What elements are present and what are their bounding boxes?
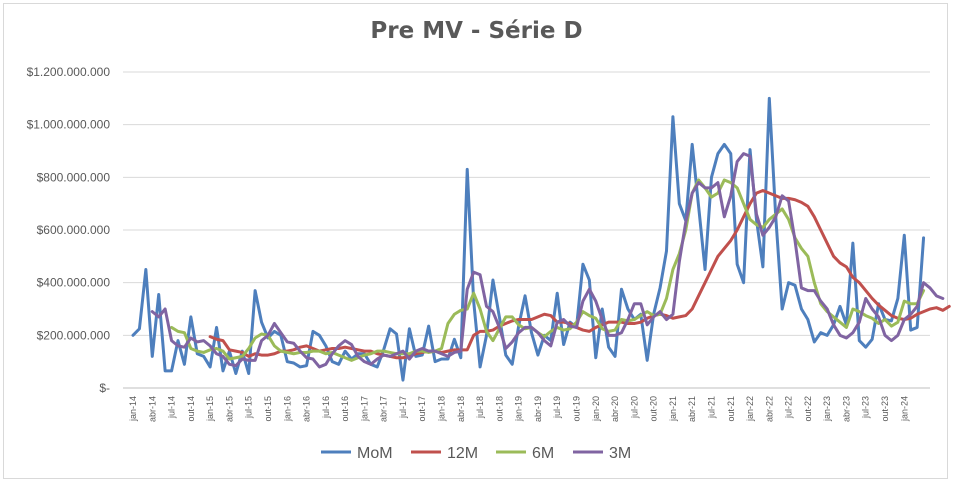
series-line-mom [131, 96, 926, 382]
series-line-6m [170, 178, 926, 362]
x-tick-label: abr-17 [379, 396, 389, 422]
x-tick-label: abr-20 [610, 396, 620, 422]
x-tick-label: jul-19 [552, 396, 562, 419]
x-tick-label: jan-19 [514, 396, 524, 422]
x-tick-label: jul-21 [706, 396, 716, 419]
x-tick-label: out-20 [649, 396, 659, 422]
x-tick-label: jan-23 [822, 396, 832, 422]
legend-label: 12M [447, 445, 478, 462]
x-tick-label: abr-14 [147, 396, 157, 422]
x-tick-label: jan-17 [359, 396, 369, 422]
legend-label: 6M [532, 445, 554, 462]
x-tick-label: out-21 [726, 396, 736, 422]
series-line-12m [208, 189, 951, 360]
x-tick-label: jul-23 [861, 396, 871, 419]
x-axis-ticks: jan-14 abr-14 jul-14 out-14 jan-15 abr-15 jul-… [128, 396, 909, 422]
x-tick-label: abr-15 [224, 396, 234, 422]
series-line-3m [150, 152, 945, 369]
legend-label: 3M [609, 445, 631, 462]
y-tick-label: $600.000.000 [37, 223, 111, 237]
x-tick-label: jan-16 [282, 396, 292, 422]
legend: MoM 12M 6M 3M [321, 445, 631, 462]
legend-item-12m: 12M [411, 445, 478, 462]
y-tick-label: $1.000.000.000 [27, 118, 111, 132]
x-tick-label: abr-16 [302, 396, 312, 422]
legend-label: MoM [357, 445, 393, 462]
y-tick-label: $400.000.000 [37, 276, 111, 290]
x-tick-label: jan-14 [128, 396, 138, 422]
x-tick-label: abr-21 [687, 396, 697, 422]
y-tick-label: $800.000.000 [37, 170, 111, 184]
chart-title: Pre MV - Série D [370, 18, 583, 44]
y-tick-label: $200.000.000 [37, 328, 111, 342]
x-tick-label: out-23 [880, 396, 890, 422]
x-tick-label: abr-18 [456, 396, 466, 422]
series-lines [131, 96, 951, 382]
x-tick-label: abr-23 [841, 396, 851, 422]
x-tick-label: jan-21 [668, 396, 678, 422]
x-tick-label: out-22 [803, 396, 813, 422]
x-tick-label: abr-19 [533, 396, 543, 422]
x-tick-label: out-14 [186, 396, 196, 422]
x-tick-label: out-18 [494, 396, 504, 422]
chart-frame [3, 3, 948, 479]
x-tick-label: out-19 [571, 396, 581, 422]
x-tick-label: jul-20 [629, 396, 639, 419]
x-tick-label: jul-18 [475, 396, 485, 419]
legend-item-mom: MoM [321, 445, 393, 462]
x-tick-label: jul-22 [784, 396, 794, 419]
x-tick-label: jan-24 [899, 396, 909, 422]
gridlines [123, 71, 930, 389]
x-tick-label: out-16 [340, 396, 350, 422]
x-tick-label: jul-16 [321, 396, 331, 419]
x-tick-label: jan-15 [205, 396, 215, 422]
x-tick-label: jan-22 [745, 396, 755, 422]
legend-item-3m: 3M [573, 445, 631, 462]
x-tick-label: jul-15 [244, 396, 254, 419]
x-tick-label: jul-14 [167, 396, 177, 419]
legend-item-6m: 6M [496, 445, 554, 462]
y-tick-label: $1.200.000.000 [27, 65, 111, 79]
x-tick-label: abr-22 [764, 396, 774, 422]
y-axis-ticks: $- $200.000.000 $400.000.000 $600.000.000 $8… [27, 65, 111, 395]
x-tick-label: out-17 [417, 396, 427, 422]
x-tick-label: jan-20 [591, 396, 601, 422]
x-tick-label: jan-18 [437, 396, 447, 422]
x-tick-label: jul-17 [398, 396, 408, 419]
x-tick-label: out-15 [263, 396, 273, 422]
y-tick-label: $- [99, 381, 110, 395]
